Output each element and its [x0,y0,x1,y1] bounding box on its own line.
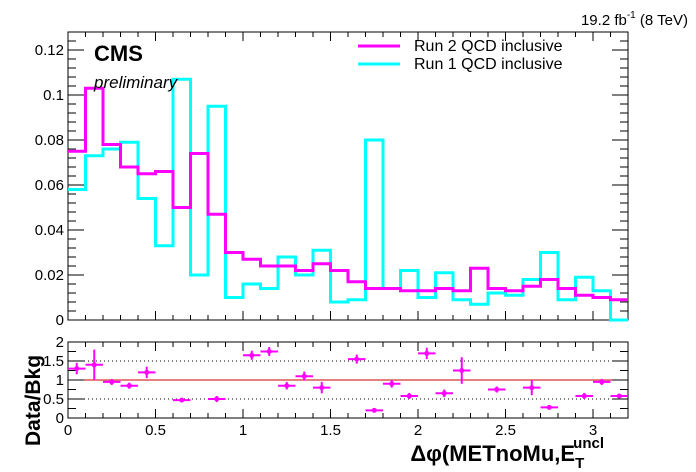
ratio-point-marker [599,379,605,385]
main-y-tick-label: 0.04 [35,222,64,239]
ratio-point [435,389,453,398]
ratio-point-marker [319,385,325,391]
histogram-run1 [68,77,628,322]
ratio-point [208,395,226,403]
ratio-point-marker [249,352,255,358]
ratio-point [593,378,611,385]
lumi-label-sup: -1 [627,10,636,21]
ratio-point-marker [109,379,115,385]
ratio-point-marker [354,356,360,362]
main-axes: 0 0.02 0.04 0.06 0.08 0.1 0.12 [35,31,629,329]
ratio-point [383,380,401,388]
x-axis-label-sup: uncl [573,435,604,452]
lumi-label: 19.2 fb-1 (8 TeV) [581,10,688,29]
ratio-points [68,346,628,413]
ratio-point [313,381,331,394]
main-histograms [68,77,628,322]
ratio-point [400,392,418,399]
lumi-label-main: 19.2 fb [581,12,627,29]
ratio-point-marker [301,373,307,379]
ratio-point-marker [389,381,395,387]
legend-label-run1: Run 1 QCD inclusive [414,56,563,73]
ratio-point-marker [144,369,150,375]
main-y-tick-label: 0.08 [35,132,64,149]
ratio-point-marker [424,350,430,356]
ratio-point-marker [441,390,447,396]
ratio-y-axis-label: Data/Bkg [22,355,45,446]
ratio-y-tick-label: 1.5 [43,353,64,370]
main-y-tick-label: 0 [56,312,64,329]
main-y-tick-label: 0.1 [43,87,64,104]
ratio-point [418,347,436,360]
ratio-point-marker [581,393,587,399]
ratio-point-marker [266,349,272,354]
ratio-point [348,354,366,364]
ratio-point [138,366,156,379]
ratio-point [523,380,541,396]
ratio-point [260,346,278,357]
x-axis-label-sub: T [575,455,584,472]
ratio-x-tick-label: 0.5 [145,422,166,439]
ratio-point-marker [459,368,465,373]
ratio-x-tick-label: 1 [239,422,247,439]
x-axis-label: Δφ(METnoMu,ETuncl [410,435,604,472]
ratio-point [575,392,593,399]
ratio-x-tick-label: 1.5 [320,422,341,439]
ratio-y-tick-label: 2 [56,334,64,351]
ratio-point [68,362,86,375]
ratio-point-marker [284,383,290,389]
ratio-y-tick-label: 1 [56,372,64,389]
legend: Run 2 QCD inclusive Run 1 QCD inclusive [358,38,563,73]
ratio-point-marker [214,396,220,402]
legend-label-run2: Run 2 QCD inclusive [414,38,563,55]
lumi-label-tail: (8 TeV) [636,12,688,29]
ratio-point [540,404,558,410]
histogram-run2 [68,86,628,302]
x-axis-label-main: Δφ(METnoMu,E [410,441,575,466]
ratio-point [278,381,296,390]
main-y-tick-label: 0.06 [35,177,64,194]
ratio-y-tick-label: 0.5 [43,391,64,408]
ratio-point [488,386,506,393]
ratio-point [453,357,471,384]
ratio-axes: 00.511.520 0.5 1 1.5 2 2.5 3 [43,334,629,439]
ratio-point-marker [371,407,377,413]
ratio-point-marker [91,362,97,368]
ratio-point-marker [616,393,622,399]
ratio-point-marker [494,387,500,392]
ratio-point-marker [406,393,412,399]
ratio-point [295,371,313,381]
ratio-point [173,397,191,403]
ratio-x-tick-label: 2 [414,422,422,439]
ratio-point [120,382,138,389]
ratio-y-tick-label: 0 [56,410,64,427]
ratio-point [610,393,628,399]
ratio-x-tick-label: 0 [64,422,72,439]
experiment-label: CMS [94,41,143,66]
ratio-point-marker [529,385,535,391]
main-y-tick-label: 0.12 [35,42,64,59]
ratio-point [243,350,261,360]
ratio-x-tick-label: 3 [589,422,597,439]
ratio-point-marker [126,383,132,389]
ratio-point [103,378,121,385]
ratio-point [365,407,383,413]
main-y-tick-label: 0.02 [35,267,64,284]
ratio-x-tick-label: 2.5 [495,422,516,439]
status-label: preliminary [93,73,179,92]
ratio-point-marker [74,366,80,372]
ratio-point-marker [179,397,185,403]
ratio-point [85,349,103,380]
ratio-point-marker [546,404,552,410]
